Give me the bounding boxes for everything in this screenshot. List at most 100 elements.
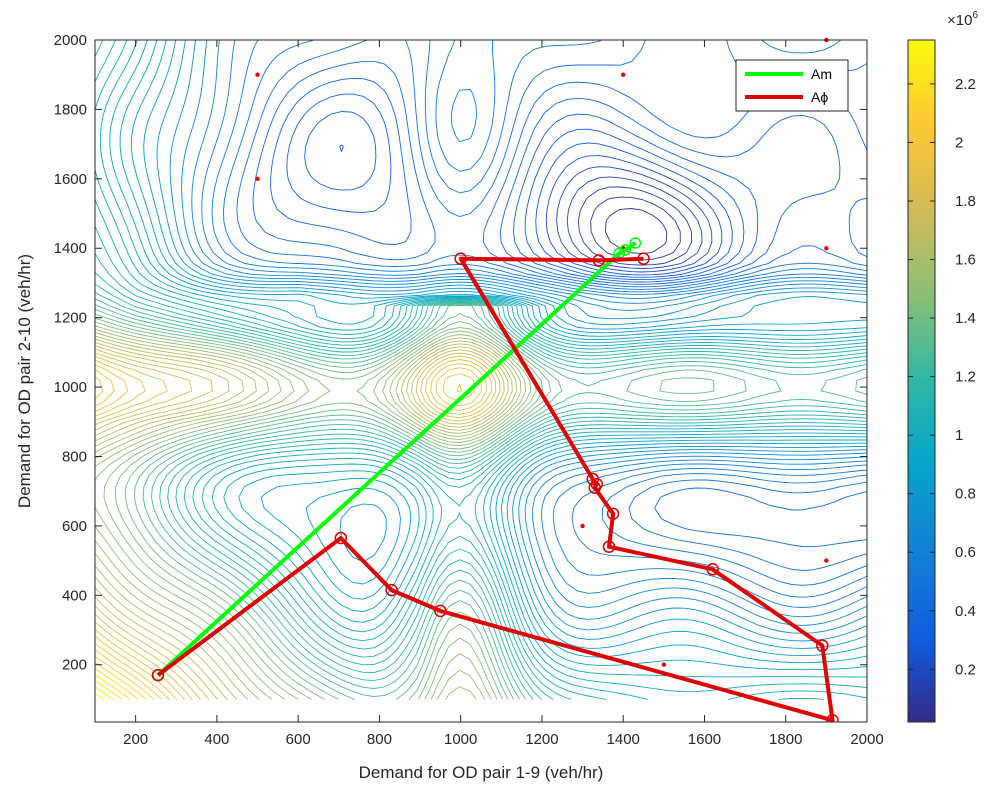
series-am-point: [619, 244, 631, 256]
y-tick-label: 1800: [54, 101, 87, 118]
legend-box: [735, 59, 849, 112]
colorbar-tick-label: 0.6: [955, 544, 976, 561]
legend: Am Aϕ: [735, 59, 849, 112]
contour-line: [95, 345, 505, 700]
x-tick-label: 200: [123, 731, 148, 748]
y-axis-label: Demand for OD pair 2-10 (veh/hr): [15, 254, 34, 508]
contour-line: [304, 111, 745, 281]
contour-line: [95, 359, 487, 700]
optimum-point: [661, 662, 667, 667]
series-aphi-point: [637, 252, 650, 265]
contour-line: [95, 335, 518, 700]
colorbar-ticks: 0.2 0.4 0.6 0.8 1 1.2 1.4 1.6 1.8 2 2.2: [908, 76, 976, 678]
series-aphi-point: [606, 507, 620, 521]
optimum-point: [824, 246, 829, 251]
series-aphi-point: [602, 540, 616, 553]
x-tick-label: 1800: [769, 731, 802, 748]
colorbar-tick-label: 1.6: [955, 252, 976, 269]
legend-label-am: Am: [811, 66, 832, 82]
contour-line: [130, 40, 867, 657]
y-tick-label: 600: [62, 518, 87, 535]
contour-line: [95, 312, 715, 700]
contour-line: [236, 40, 867, 571]
contour-line: [95, 40, 867, 693]
contour-line: [95, 328, 527, 700]
contour-line: [95, 253, 867, 700]
contour-line: [95, 304, 867, 700]
contour-line: [95, 332, 522, 700]
contour-line: [99, 40, 867, 678]
contour-line: [556, 166, 713, 273]
colorbar-tick-label: 1.4: [955, 310, 976, 327]
y-tick-label: 400: [62, 587, 87, 604]
contour-line: [286, 93, 759, 283]
contour-line: [191, 40, 867, 618]
contour-line: [95, 271, 867, 700]
contour-line: [566, 176, 703, 269]
x-tick-label: 400: [204, 731, 229, 748]
colorbar-tick-label: 0.4: [955, 603, 976, 620]
x-tick-label: 600: [286, 731, 311, 748]
x-tick-label: 1400: [607, 731, 640, 748]
contour-line: [211, 40, 867, 598]
contour-line: [95, 304, 867, 700]
series-aphi-point: [434, 604, 447, 618]
contour-line: [95, 692, 105, 700]
colorbar-tick-label: 1.8: [955, 193, 976, 210]
contour-line: [181, 40, 867, 626]
contour-line: [95, 291, 867, 700]
series-aphi-point: [385, 583, 398, 597]
x-tick-label: 800: [367, 731, 392, 748]
optimum-point: [255, 176, 260, 182]
colorbar-tick-label: 2: [955, 134, 963, 151]
contour-line: [143, 40, 867, 649]
optimum-point: [824, 558, 829, 563]
x-axis: 200 400 600 800 1000 1200 1400 1600 1800 2000: [123, 40, 884, 748]
plot-frame: [94, 39, 868, 723]
colorbar-tick-label: 0.8: [955, 486, 976, 503]
contour-line: [95, 342, 509, 700]
contour-line: [95, 368, 475, 700]
contour-line: [95, 348, 501, 700]
colorbar-tick-label: 1.2: [955, 369, 976, 386]
series-aphi-point: [454, 252, 467, 265]
series-aphi-point: [588, 481, 602, 494]
x-tick-label: 1000: [444, 731, 477, 748]
contour-line: [95, 283, 867, 700]
colorbar-tick-label: 0.2: [955, 661, 976, 678]
series-aphi-point: [706, 563, 719, 576]
colorbar-gradient: [907, 39, 936, 723]
colorbar-tick-label: 2.2: [955, 76, 976, 93]
series-aphi-point: [816, 639, 829, 652]
contour-line: [95, 40, 867, 700]
legend-label-aphi: Aϕ: [811, 89, 828, 105]
x-tick-label: 1600: [688, 731, 721, 748]
contour-line: [95, 649, 162, 700]
contour-line: [270, 77, 867, 285]
contour-line: [95, 680, 123, 700]
contour-line: [95, 317, 544, 700]
colorbar-tick-label: 1: [955, 427, 963, 444]
y-tick-label: 200: [62, 657, 87, 674]
colorbar-exponent-power: 6: [972, 10, 978, 21]
contour-line: [95, 376, 463, 700]
optimum-point: [255, 72, 260, 77]
contour-line: [545, 155, 723, 276]
series-am-line: [156, 241, 637, 677]
colorbar: 0.2 0.4 0.6 0.8 1 1.2 1.4 1.6 1.8 2 2.2 ×106: [907, 10, 978, 723]
contour-line: [156, 40, 867, 642]
contour-line: [95, 338, 513, 700]
contour-line: [95, 355, 492, 700]
series-aphi-line: [156, 256, 835, 722]
series-layer: [151, 237, 839, 722]
x-tick-label: 1200: [525, 731, 558, 748]
contour-line: [95, 674, 131, 700]
series-aphi-point: [826, 714, 839, 722]
y-tick-label: 1200: [54, 310, 87, 327]
optimum-point: [580, 523, 585, 529]
contour-line: [95, 668, 139, 700]
contour-line: [169, 40, 867, 634]
y-tick-label: 2000: [54, 32, 87, 49]
y-tick-label: 1400: [54, 240, 87, 257]
y-tick-label: 1000: [54, 379, 87, 396]
